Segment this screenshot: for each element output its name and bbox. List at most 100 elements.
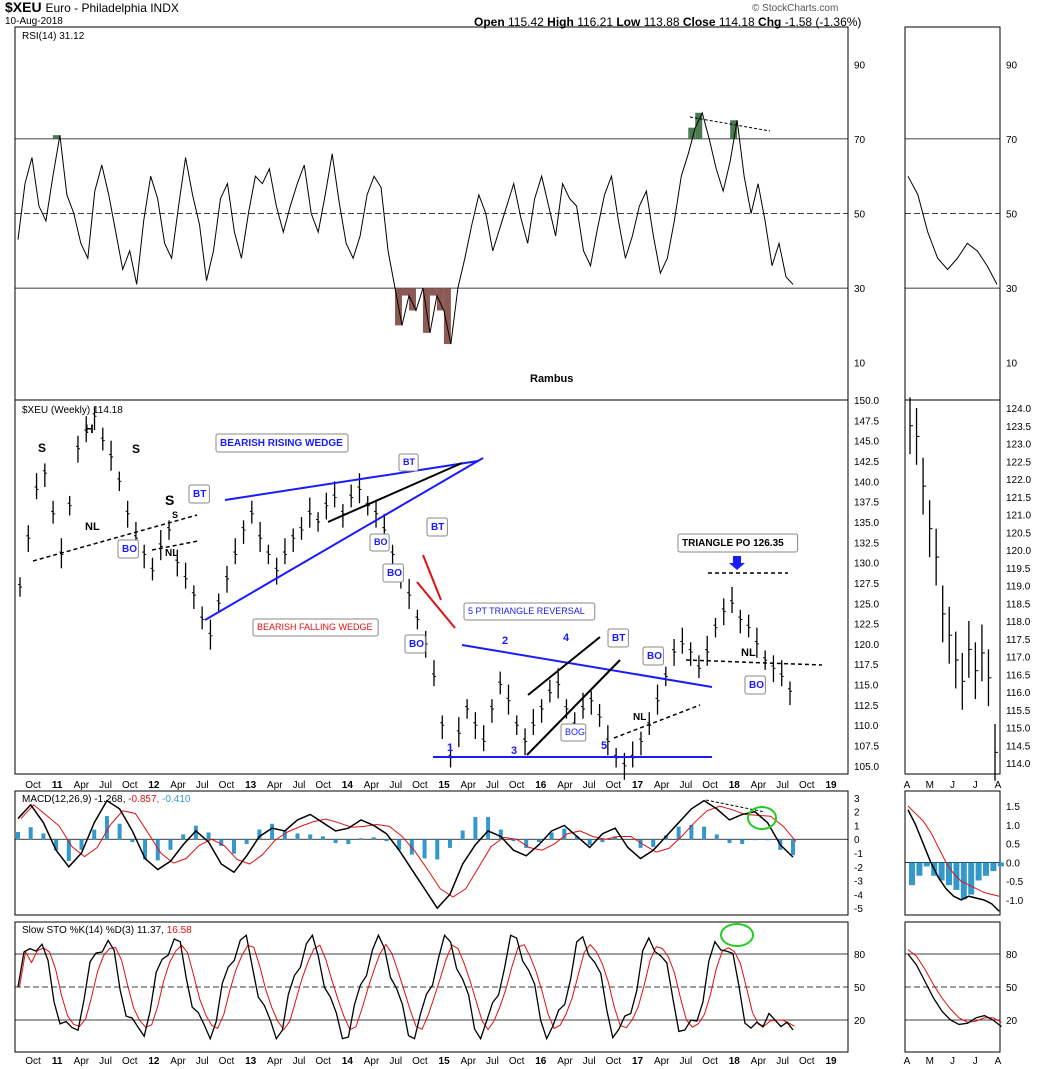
macd-hist-bar [422, 839, 427, 859]
inset-macd-hist-bar [909, 862, 915, 886]
sto-x-label: 14 [342, 1056, 354, 1067]
macd-hist-bar [447, 839, 452, 848]
sto-x-label: Jul [293, 1056, 306, 1067]
inset-macd-tick-label: -1.0 [1006, 896, 1024, 907]
price-tick-label: 142.5 [854, 457, 879, 468]
price-annotation: S [172, 510, 178, 520]
rsi-overbought-fill [52, 135, 60, 139]
inset-price-tick-label: 114.0 [1006, 759, 1031, 770]
annotation-box [188, 484, 210, 504]
rsi-tick-label: 10 [854, 359, 866, 370]
inset-x-label: A [904, 780, 911, 791]
inset-sto-tick-label: 80 [1006, 950, 1018, 961]
inset-price-tick-label: 118.0 [1006, 617, 1031, 628]
inset-price-tick-label: 116.5 [1006, 670, 1031, 681]
price-annotation: NL [165, 548, 178, 559]
macd-hist-bar [92, 829, 97, 840]
sto-x-label: 12 [148, 1056, 160, 1067]
sto-title: Slow STO %K(14) %D(3) 11.37, 16.58 [22, 925, 192, 936]
sto-x-label: Apr [751, 1056, 767, 1067]
sto-x-label: Jul [583, 1056, 596, 1067]
price-annotation: H [85, 422, 94, 436]
nl-dashed-2018 [685, 659, 823, 666]
inset-macd-tick-label: 0.5 [1006, 840, 1020, 851]
price-annotation: BO [374, 537, 388, 547]
macd-hist-bar [282, 830, 287, 840]
price-x-label: Oct [122, 780, 138, 791]
annotation-box [426, 517, 448, 537]
inset-rsi-tick-label: 90 [1006, 60, 1018, 71]
macd-tick-label: 0 [854, 835, 860, 846]
sto-tick-label: 80 [854, 950, 866, 961]
annotation-box [404, 634, 426, 654]
inset-price-tick-label: 117.0 [1006, 653, 1031, 664]
price-x-label: 12 [148, 780, 160, 791]
macd-hist-bar [384, 839, 389, 842]
sto-tick-label: 20 [854, 1016, 866, 1027]
macd-hist-bar [613, 836, 618, 840]
po-arrow-icon [729, 556, 745, 570]
macd-hist-bar [104, 816, 109, 840]
price-x-label: 11 [52, 780, 63, 791]
macd-circle [747, 806, 777, 830]
inset-sto-d [907, 949, 1002, 1023]
price-x-label: Oct [412, 780, 428, 791]
rsi-overbought-fill [695, 112, 703, 139]
macd-hist-bar [41, 833, 46, 840]
price-annotation: 5 [601, 740, 607, 752]
macd-hist-bar [371, 837, 376, 840]
price-annotation: 5 PT TRIANGLE REVERSAL [468, 606, 585, 616]
sto-d-line [19, 943, 795, 1031]
price-annotation: 2 [502, 635, 508, 647]
rsi-overbought-fill [688, 127, 696, 139]
inset-rsi-tick-label: 10 [1006, 359, 1018, 370]
price-x-label: Jul [776, 780, 789, 791]
triangle-upper-line [461, 644, 713, 688]
macd-hist-bar [155, 839, 160, 861]
sto-k-line [17, 933, 794, 1041]
inset-macd-hist-bar [990, 862, 997, 872]
inset-macd-tick-label: 1.5 [1006, 802, 1020, 813]
bog-channel-upper [527, 636, 601, 696]
macd-hist-bar [346, 839, 351, 845]
hs-neckline-1 [32, 514, 198, 562]
price-tick-label: 135.0 [854, 518, 879, 529]
rsi-oversold-fill [408, 288, 416, 311]
annotation-box [560, 723, 587, 742]
inset-macd-hist-bar [916, 862, 923, 876]
price-x-label: Oct [315, 780, 331, 791]
annotation-box [398, 453, 419, 472]
inset-price-tick-label: 117.5 [1006, 635, 1031, 646]
inset-sto-x-label: M [926, 1056, 934, 1067]
annotation-box [607, 628, 629, 648]
price-annotation: BO [647, 651, 662, 662]
price-x-label: 14 [342, 780, 354, 791]
inset-sto-k [907, 953, 1002, 1028]
macd-hist-bar [143, 839, 148, 860]
price-annotation: BO [749, 680, 764, 691]
annotation-box [252, 618, 379, 637]
copyright-label: © StockCharts.com [752, 3, 839, 14]
sto-x-label: 17 [632, 1056, 644, 1067]
macd-hist-bar [181, 834, 186, 840]
price-annotation: 3 [511, 745, 517, 757]
macd-hist-bar [549, 832, 554, 840]
macd-hist-bar [702, 826, 707, 840]
price-x-label: Oct [509, 780, 525, 791]
inset-price-tick-label: 124.0 [1006, 404, 1031, 415]
inset-rsi-line [907, 175, 998, 285]
price-x-label: Jul [293, 780, 306, 791]
macd-tick-label: -2 [854, 863, 863, 874]
inset-rsi-tick-label: 30 [1006, 284, 1018, 295]
macd-hist-bar [587, 839, 592, 846]
annotation-box [382, 563, 404, 583]
inset-macd-signal [907, 805, 1000, 897]
price-x-label: Oct [606, 780, 622, 791]
macd-hist-bar [193, 825, 198, 840]
price-annotation: BO [122, 544, 137, 555]
price-tick-label: 107.5 [854, 742, 879, 753]
sto-x-label: Oct [509, 1056, 525, 1067]
macd-tick-label: -3 [854, 877, 863, 888]
macd-hist-bar [714, 834, 719, 840]
